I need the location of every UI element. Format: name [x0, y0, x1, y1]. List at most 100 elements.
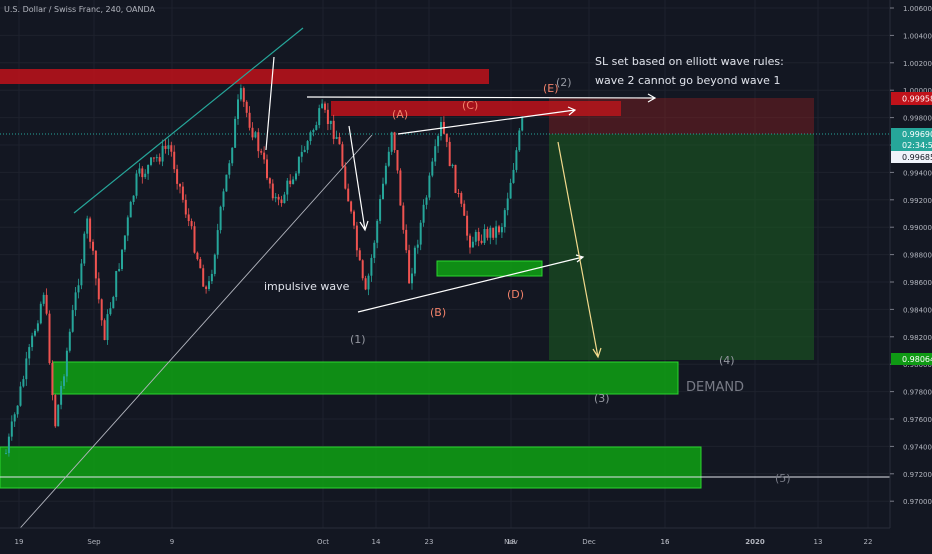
candle-body	[228, 163, 231, 175]
wave-label-3: (3)	[594, 392, 610, 405]
candle-body	[425, 197, 428, 205]
demand-zone-main[interactable]	[52, 361, 679, 395]
candle-body	[341, 144, 344, 167]
candle-body	[51, 363, 54, 396]
demand-label: DEMAND	[686, 380, 744, 395]
candle-body	[152, 157, 155, 159]
wedge-arrow-stub[interactable]	[265, 56, 275, 151]
candle-body	[451, 164, 454, 167]
candle-body	[167, 145, 170, 149]
candle-body	[22, 379, 25, 387]
upper-channel-trendline[interactable]	[73, 27, 304, 214]
candle-body	[77, 285, 80, 293]
horizontal-arrow[interactable]	[306, 93, 657, 103]
candle-body	[521, 117, 524, 131]
candle-body	[245, 101, 248, 113]
candle-body	[45, 294, 48, 314]
down-wave-arrow[interactable]	[348, 125, 369, 232]
supply-zone-lower[interactable]	[331, 101, 621, 116]
candle-body	[100, 299, 103, 321]
time-tick-label: Oct	[317, 538, 329, 546]
candle-body	[402, 205, 405, 230]
stop-loss-area[interactable]	[549, 98, 814, 134]
candle-body	[118, 269, 121, 272]
candle-body	[109, 308, 112, 315]
price-tick-label: 0.97200	[903, 471, 932, 479]
candle-body	[387, 151, 390, 166]
candle-body	[144, 173, 147, 178]
candle-body	[416, 244, 419, 248]
candle-body	[338, 137, 341, 145]
candle-body	[428, 175, 431, 198]
lower-channel-trendline[interactable]	[4, 134, 373, 546]
candle-body	[324, 103, 326, 110]
note-line-1: SL set based on elliott wave rules:	[595, 55, 784, 68]
projection-arrow[interactable]	[557, 141, 602, 359]
candle-body	[28, 347, 31, 359]
candle-body	[219, 206, 222, 231]
candle-body	[283, 194, 286, 204]
candle-body	[34, 330, 36, 336]
wave-label-4: (4)	[719, 354, 735, 367]
candle-body	[132, 195, 135, 202]
candle-body	[364, 278, 367, 290]
price-label-stop-loss: 0.99958	[891, 92, 932, 105]
price-tick-label: 1.00000	[903, 87, 932, 95]
candle-body	[36, 323, 39, 331]
candle-body	[353, 211, 355, 226]
candle-body	[309, 132, 312, 142]
candle-body	[382, 183, 384, 200]
candle-body	[454, 164, 457, 193]
price-axis[interactable]: 1.00600 1.00400 1.00200 1.00000 0.99800 0.996…	[889, 0, 932, 528]
time-tick-label: 13	[814, 538, 823, 546]
candle-body	[176, 169, 179, 184]
candle-body	[161, 145, 164, 162]
price-tick-label: 0.98000	[903, 361, 932, 369]
candle-body	[121, 249, 123, 270]
candle-body	[474, 231, 477, 242]
wave-label-b: (B)	[430, 306, 446, 319]
candle-body	[419, 222, 422, 245]
candle-body	[480, 240, 483, 243]
candle-body	[321, 103, 324, 109]
wave-label-1: (1)	[350, 333, 366, 346]
candle-body	[86, 218, 89, 234]
candle-body	[10, 421, 13, 437]
candle-body	[266, 159, 268, 179]
triangle-upper-arrow[interactable]	[397, 106, 577, 135]
price-tick-label: 0.98400	[903, 306, 932, 314]
supply-zone-upper[interactable]	[0, 69, 489, 84]
candle-body	[71, 310, 74, 332]
candle-body	[184, 199, 187, 215]
candle-body	[332, 120, 335, 139]
candle-body	[512, 169, 515, 183]
candle-body	[471, 241, 474, 248]
candle-body	[31, 335, 34, 348]
time-tick-label: 16	[661, 538, 670, 546]
candle-body	[13, 414, 16, 422]
candle-body	[222, 191, 225, 207]
candle-body	[399, 170, 402, 206]
demand-zone-lower[interactable]	[0, 446, 702, 489]
candle-body	[289, 180, 292, 185]
time-tick-label: Nov	[504, 538, 518, 546]
candle-body	[492, 227, 495, 238]
candle-body	[405, 229, 408, 251]
candle-body	[103, 320, 106, 341]
time-tick-label: 14	[372, 538, 381, 546]
demand-zone-small[interactable]	[436, 260, 543, 277]
price-tick-label: 0.98200	[903, 334, 932, 342]
candle-body	[158, 157, 161, 162]
svg-text:0.99685: 0.99685	[902, 153, 932, 162]
candle-body	[123, 235, 126, 250]
take-profit-area[interactable]	[549, 134, 814, 360]
time-tick-label: 18	[507, 538, 516, 546]
candle-body	[170, 145, 173, 152]
candle-body	[347, 188, 350, 202]
time-tick-label: 23	[425, 538, 434, 546]
candle-body	[437, 136, 440, 147]
candle-body	[390, 132, 393, 152]
triangle-lower-arrow[interactable]	[357, 254, 585, 313]
